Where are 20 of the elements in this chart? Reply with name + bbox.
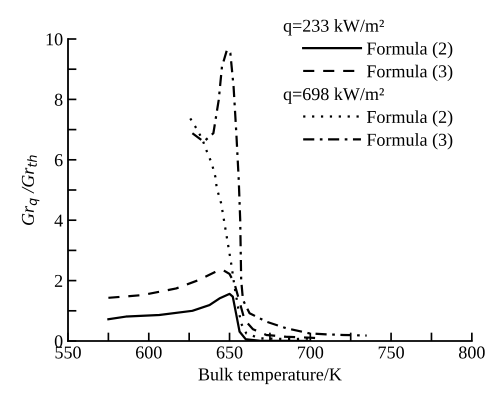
x-tick-label: 650 — [216, 346, 242, 359]
y-tick-label: 4 — [54, 214, 63, 226]
legend-label: Formula (2) — [366, 42, 452, 58]
y-tick-label: 6 — [54, 154, 63, 166]
y-tick-label: 2 — [54, 274, 62, 287]
legend-label: Formula (3) — [366, 133, 452, 150]
text: q=233 kW/m² — [284, 19, 384, 36]
annotation: q=698 kW/m² — [284, 88, 384, 104]
x-tick-label: 750 — [378, 346, 404, 359]
legend-label: Formula (2) — [366, 110, 452, 127]
y-tick-label: 10 — [46, 33, 62, 46]
x-tick-label: 550 — [56, 346, 81, 359]
x-axis-title: Bulk temperature/K — [198, 368, 342, 384]
y-tick-label: 0 — [54, 335, 62, 348]
x-tick-label: 700 — [298, 346, 324, 359]
y-tick-label: 8 — [54, 94, 62, 106]
x-tick-label: 600 — [136, 346, 162, 359]
legend-label: Formula (3) — [366, 64, 452, 82]
y-axis-title: Gr$_{q}$ /Gr$_{th}$ — [22, 155, 40, 226]
x-tick-label: 800 — [459, 346, 485, 359]
